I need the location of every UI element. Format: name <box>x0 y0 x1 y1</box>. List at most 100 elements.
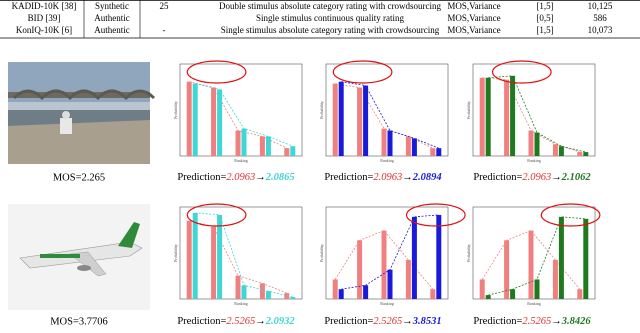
caption-part: Prediction= <box>473 316 522 327</box>
bar <box>479 77 485 156</box>
bar <box>577 289 583 299</box>
bar <box>357 87 363 156</box>
prediction-caption: Prediction=2.5265→3.8426 <box>473 316 591 327</box>
caption-part: Prediction= <box>177 172 226 183</box>
bar <box>284 293 290 299</box>
bar <box>241 285 247 299</box>
table-cell: Single stimulus absolute category rating… <box>221 25 440 35</box>
bar <box>411 138 417 156</box>
panel-frame <box>179 63 303 157</box>
table-cell: Synthetic <box>95 1 129 11</box>
bar <box>186 81 192 156</box>
prediction-caption: Prediction=2.0963→2.0865 <box>177 172 294 183</box>
photo-airplane <box>8 204 150 310</box>
trend-line <box>488 216 586 296</box>
bar <box>363 285 369 299</box>
bar <box>510 75 516 156</box>
bar <box>485 295 491 299</box>
caption-part: 3.8426 <box>561 316 592 327</box>
x-axis-label: Ranking <box>380 301 394 306</box>
bar <box>510 289 516 299</box>
x-axis-label: Ranking <box>380 158 394 163</box>
bar <box>485 77 491 156</box>
caption-part: Prediction= <box>473 172 522 183</box>
caption-part: Prediction= <box>324 172 373 183</box>
caption-part: 2.1062 <box>561 172 592 183</box>
bar <box>534 279 540 299</box>
table-cell: 586 <box>593 13 607 23</box>
table-cell: Double stimulus absolute category rating… <box>219 1 441 11</box>
bar <box>577 152 583 156</box>
y-axis-label: Probability <box>319 244 324 262</box>
table-cell: KADID-10K [38] <box>12 1 77 11</box>
trend-line <box>341 214 439 290</box>
photo-bridge <box>8 62 156 164</box>
caption-part: 2.0963 <box>373 172 402 183</box>
table-cell: [1,5] <box>536 1 553 11</box>
table-cell: 10,125 <box>588 1 613 11</box>
table-cell: - <box>163 25 166 35</box>
bar <box>528 230 534 299</box>
bar <box>332 83 338 156</box>
bar <box>235 130 241 156</box>
table-cell: [0,5] <box>536 13 553 23</box>
bar <box>405 136 411 156</box>
bar <box>387 130 393 156</box>
prediction-caption: Prediction=2.5265→2.0932 <box>177 316 295 327</box>
panel-frame <box>325 63 449 157</box>
caption-part: → <box>402 316 413 327</box>
table-cell: Single stimulus continuous quality ratin… <box>256 13 404 23</box>
bar <box>363 85 369 156</box>
bar <box>430 148 436 156</box>
prediction-caption: Prediction=2.0963→2.0894 <box>324 172 441 183</box>
x-axis-label: Ranking <box>234 158 248 163</box>
bar <box>381 128 387 156</box>
mos-caption: MOS=2.265 <box>53 172 105 183</box>
bar <box>217 89 223 156</box>
highlight-ellipse <box>405 203 466 227</box>
caption-part: 2.5265 <box>522 316 551 327</box>
trend-line <box>341 81 439 149</box>
x-axis-label: Ranking <box>234 301 248 306</box>
x-axis-label: Ranking <box>527 158 541 163</box>
bar <box>357 240 363 299</box>
table-cell: Authentic <box>94 25 130 35</box>
prediction-caption: Prediction=2.5265→3.8531 <box>324 316 441 327</box>
bar <box>332 279 338 299</box>
table-cell: 10,073 <box>588 25 613 35</box>
caption-part: 2.0865 <box>265 172 295 183</box>
bar <box>381 230 387 299</box>
bar <box>192 212 198 299</box>
caption-part: Prediction= <box>324 316 373 327</box>
y-axis-label: Probability <box>319 101 324 119</box>
bar <box>265 136 271 156</box>
bar <box>217 214 223 299</box>
bar <box>558 146 564 156</box>
bar <box>211 226 217 299</box>
trend-line <box>488 75 586 153</box>
prediction-caption: Prediction=2.0963→2.1062 <box>473 172 591 183</box>
bar <box>211 87 217 156</box>
bar <box>186 220 192 299</box>
caption-part: 2.5265 <box>373 316 402 327</box>
bar <box>528 130 534 156</box>
highlight-ellipse <box>540 203 601 227</box>
caption-part: Prediction= <box>177 316 226 327</box>
caption-part: → <box>402 172 413 183</box>
bar <box>241 128 247 156</box>
table-cell: MOS,Variance <box>447 25 500 35</box>
bar <box>387 269 393 299</box>
highlight-ellipse <box>332 60 393 84</box>
table-cell: MOS,Variance <box>447 13 500 23</box>
y-axis-label: Probability <box>466 244 471 262</box>
caption-part: 3.8531 <box>412 316 442 327</box>
bar <box>558 216 564 299</box>
caption-part: 2.0963 <box>522 172 551 183</box>
bar <box>552 259 558 299</box>
mos-caption: MOS=3.7706 <box>50 316 108 327</box>
table-cell: 25 <box>160 1 170 11</box>
panel-frame <box>325 206 449 300</box>
bar <box>405 259 411 299</box>
bar <box>284 148 290 156</box>
caption-part: → <box>551 316 562 327</box>
